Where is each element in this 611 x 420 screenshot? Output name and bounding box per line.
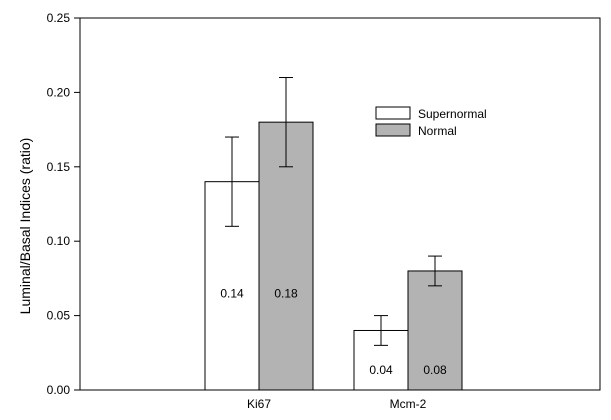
data-label-normal-ki67: 0.18 xyxy=(274,286,298,300)
data-labels: 0.14 0.04 0.18 0.08 xyxy=(220,286,447,377)
y-axis-label: Luminal/Basal Indices (ratio) xyxy=(17,138,33,315)
x-axis: Ki67 Mcm-2 xyxy=(247,397,427,411)
y-tick-label-3: 0.15 xyxy=(47,160,71,174)
bars xyxy=(204,121,463,391)
y-tick-label-1: 0.05 xyxy=(47,309,71,323)
x-tick-label-mcm-2: Mcm-2 xyxy=(390,397,427,411)
y-tick-label-0: 0.00 xyxy=(47,383,71,397)
legend-label-normal: Normal xyxy=(418,124,457,138)
plot-area xyxy=(79,17,601,391)
legend-label-supernormal: Supernormal xyxy=(418,107,487,121)
plot-frame xyxy=(79,17,601,391)
error-bars xyxy=(225,77,442,346)
y-axis: 0.00 0.05 0.10 0.15 0.20 0.25 xyxy=(47,11,80,397)
y-tick-label-4: 0.20 xyxy=(47,85,71,99)
legend: Supernormal Normal xyxy=(375,106,487,138)
data-label-normal-mcm-2: 0.08 xyxy=(423,363,447,377)
x-tick-label-ki67: Ki67 xyxy=(247,397,271,411)
data-label-supernormal-ki67: 0.14 xyxy=(220,286,244,300)
legend-swatch-supernormal xyxy=(375,106,411,120)
legend-swatch-normal xyxy=(375,123,411,137)
y-tick-label-2: 0.10 xyxy=(47,234,71,248)
y-tick-label-5: 0.25 xyxy=(47,11,71,25)
data-label-supernormal-mcm-2: 0.04 xyxy=(369,363,393,377)
